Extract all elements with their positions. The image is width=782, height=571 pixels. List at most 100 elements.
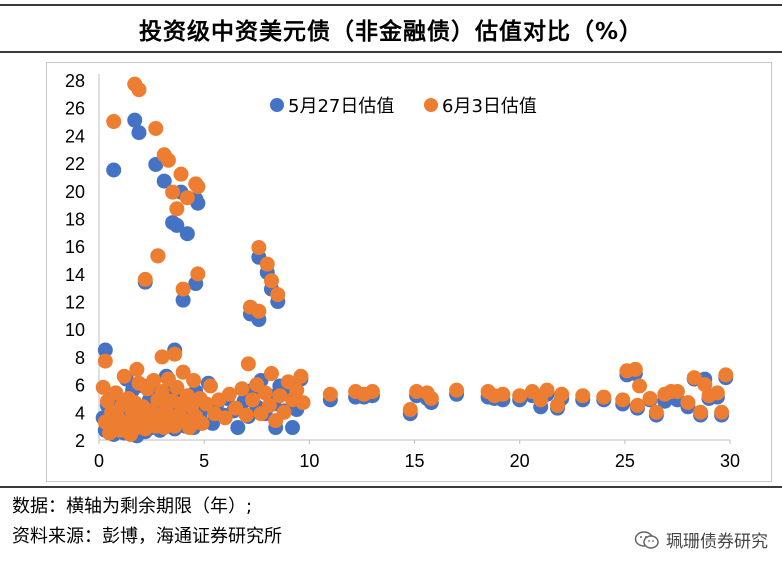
- data-point-jun3: [234, 381, 250, 397]
- data-point-jun3: [632, 378, 648, 394]
- x-tick-label: 15: [404, 451, 424, 471]
- data-point-jun3: [167, 346, 183, 362]
- data-point-jun3: [148, 120, 164, 136]
- data-point-jun3: [629, 397, 645, 413]
- data-point-jun3: [270, 287, 286, 303]
- x-tick-label: 0: [94, 451, 104, 471]
- data-point-jun3: [289, 382, 305, 398]
- data-point-jun3: [259, 256, 275, 272]
- data-point-jun3: [295, 395, 311, 411]
- data-point-jun3: [575, 388, 591, 404]
- data-point-jun3: [251, 303, 267, 319]
- data-point-may27: [175, 292, 191, 308]
- legend-label-may27: 5月27日估值: [288, 96, 394, 117]
- data-point-jun3: [261, 397, 277, 413]
- legend-marker-may27: [270, 98, 284, 112]
- data-point-may27: [156, 173, 172, 189]
- data-point-jun3: [322, 386, 338, 402]
- y-tick-label: 20: [65, 182, 85, 202]
- data-point-jun3: [179, 190, 195, 206]
- data-point-jun3: [175, 281, 191, 297]
- y-tick-label: 26: [65, 99, 85, 119]
- y-tick-label: 24: [65, 126, 85, 146]
- data-point-jun3: [150, 248, 166, 264]
- data-point-jun3: [186, 372, 202, 388]
- data-point-may27: [230, 420, 246, 436]
- data-point-jun3: [106, 114, 122, 130]
- data-point-jun3: [293, 368, 309, 384]
- data-point-jun3: [146, 372, 162, 388]
- data-point-jun3: [129, 361, 145, 377]
- data-point-jun3: [669, 384, 685, 400]
- data-point-jun3: [272, 388, 288, 404]
- data-point-jun3: [240, 356, 256, 372]
- data-point-jun3: [217, 410, 233, 426]
- chart-area: 2 4 6 8 10 12 14 16 18 20 22 24 26 28 0 5 10 15 20 25 30 5月27…: [46, 62, 772, 482]
- data-point-jun3: [160, 152, 176, 168]
- data-point-jun3: [154, 384, 170, 400]
- data-point-jun3: [615, 392, 631, 408]
- y-tick-label: 6: [75, 376, 85, 396]
- data-point-may27: [285, 420, 301, 436]
- chart-title: 投资级中资美元债（非金融债）估值对比（%）: [138, 19, 644, 45]
- data-point-jun3: [449, 382, 465, 398]
- data-point-jun3: [190, 179, 206, 195]
- data-point-may27: [131, 125, 147, 141]
- y-tick-label: 16: [65, 237, 85, 257]
- data-point-jun3: [194, 415, 210, 431]
- data-point-jun3: [181, 420, 197, 436]
- data-point-jun3: [251, 240, 267, 256]
- x-tick-label: 20: [510, 451, 530, 471]
- y-tick-label: 2: [75, 431, 85, 451]
- data-point-jun3: [202, 378, 218, 394]
- data-point-jun3: [554, 386, 570, 402]
- x-tick-label: 10: [299, 451, 319, 471]
- watermark: 珮珊债券研究: [634, 527, 768, 552]
- data-point-jun3: [642, 390, 658, 406]
- data-point-jun3: [263, 273, 279, 289]
- data-point-may27: [106, 162, 122, 178]
- footnote-rule: [0, 486, 782, 488]
- x-tick-label: 25: [615, 451, 635, 471]
- data-point-jun3: [198, 396, 214, 412]
- data-point-jun3: [238, 407, 254, 423]
- y-tick-label: 12: [65, 293, 85, 313]
- data-point-jun3: [718, 367, 734, 383]
- data-point-jun3: [169, 201, 185, 217]
- data-point-jun3: [709, 385, 725, 401]
- y-tick-label: 14: [65, 265, 85, 285]
- footnote-source: 资料来源：彭博，海通证券研究所: [12, 526, 282, 547]
- x-tick-label: 30: [720, 451, 740, 471]
- y-tick-label: 22: [65, 154, 85, 174]
- data-point-jun3: [276, 404, 292, 420]
- data-point-may27: [97, 342, 113, 358]
- legend-marker-jun3: [424, 98, 438, 112]
- data-point-jun3: [131, 82, 147, 98]
- data-point-may27: [169, 217, 185, 233]
- data-point-jun3: [173, 166, 189, 182]
- legend-label-jun3: 6月3日估值: [442, 96, 537, 117]
- data-point-may27: [127, 112, 143, 128]
- data-point-may27: [179, 226, 195, 242]
- data-point-jun3: [221, 386, 237, 402]
- data-point-jun3: [116, 368, 132, 384]
- data-point-jun3: [596, 389, 612, 405]
- data-point-jun3: [714, 404, 730, 420]
- data-point-jun3: [402, 402, 418, 418]
- wechat-icon: [634, 530, 659, 549]
- data-point-jun3: [539, 382, 555, 398]
- y-tick-label: 18: [65, 209, 85, 229]
- footnote-data: 数据：横轴为剩余期限（年）;: [12, 496, 253, 517]
- data-point-jun3: [169, 379, 185, 395]
- data-point-jun3: [108, 385, 124, 401]
- data-point-jun3: [423, 390, 439, 406]
- y-tick-label: 28: [65, 71, 85, 91]
- data-point-jun3: [245, 392, 261, 408]
- data-point-jun3: [190, 266, 206, 282]
- data-point-jun3: [154, 349, 170, 365]
- data-point-jun3: [95, 379, 111, 395]
- y-tick-label: 8: [75, 348, 85, 368]
- data-point-jun3: [263, 366, 279, 382]
- data-point-jun3: [495, 386, 511, 402]
